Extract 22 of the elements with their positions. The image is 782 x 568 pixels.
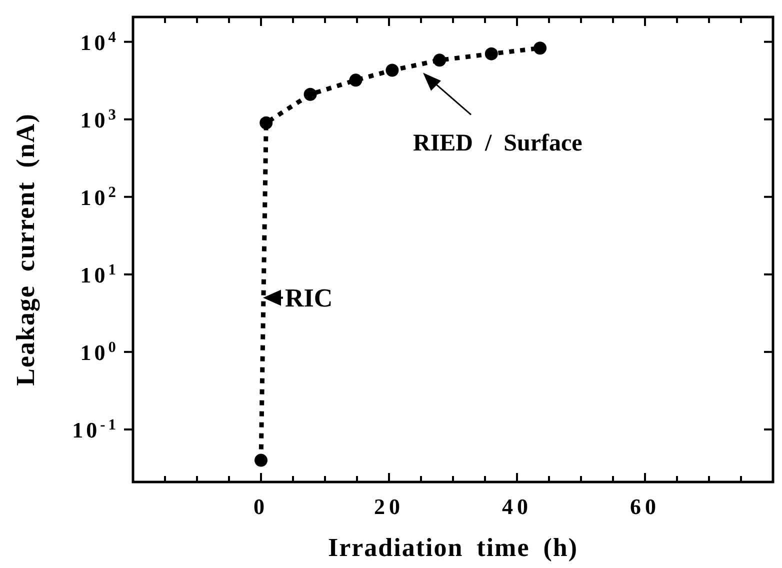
y-tick-label: 10$^{2}$ [80, 183, 119, 210]
y-tick-label: 10$^{3}$ [80, 106, 119, 132]
point [349, 74, 362, 87]
y-axis-title: Leakage current (nA) [11, 113, 40, 386]
x-tick-label: 20 [374, 494, 404, 519]
x-tick-label: 60 [630, 494, 660, 519]
y-tick-label: 10$^{-1}$ [72, 416, 119, 442]
x-tick-label: 40 [502, 494, 532, 519]
annotation: RIED / Surface [413, 130, 583, 157]
y-tick-label: 10$^{0}$ [80, 338, 119, 365]
point [260, 116, 273, 130]
point [304, 88, 317, 101]
y-tick-label: 10$^{1}$ [80, 260, 119, 288]
point [254, 454, 268, 467]
x-tick-label: 0 [254, 494, 268, 519]
point [386, 64, 399, 77]
y-tick-label: 10$^{4}$ [80, 28, 119, 55]
point [484, 47, 498, 60]
x-axis-title: Irradiation time (h) [328, 533, 578, 562]
point [433, 54, 446, 67]
point [534, 42, 547, 55]
annotation: RIC [285, 284, 333, 313]
